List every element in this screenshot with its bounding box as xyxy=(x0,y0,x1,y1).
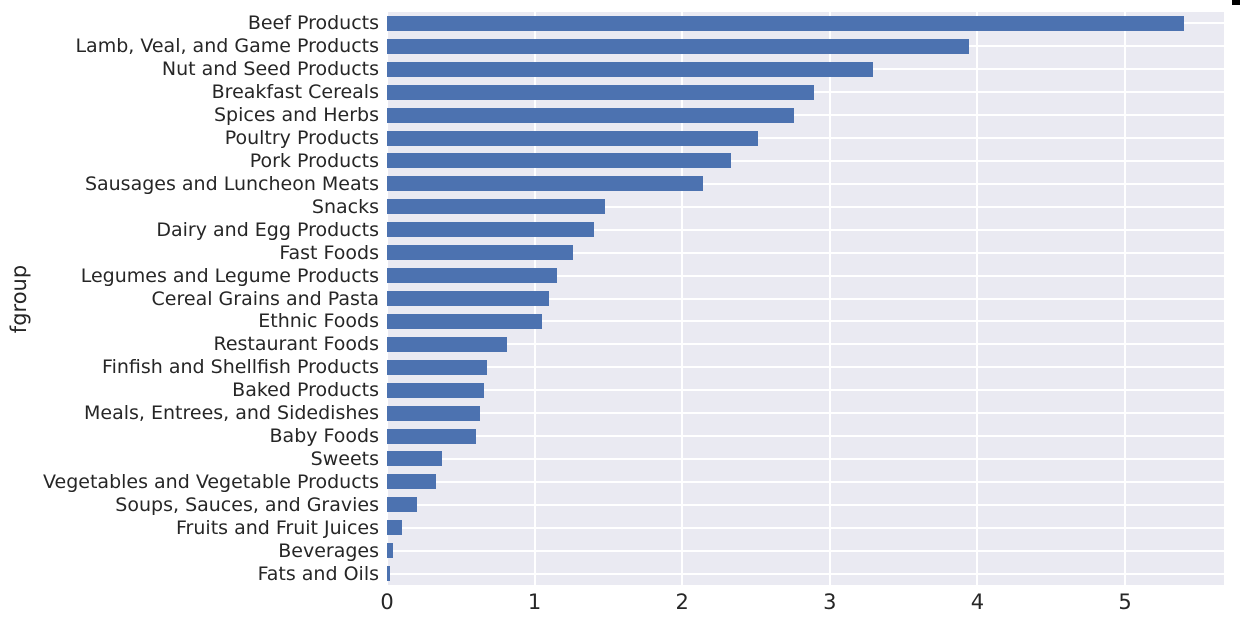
bar xyxy=(387,543,393,559)
x-tick-label: 2 xyxy=(675,590,689,614)
y-gridline xyxy=(387,320,1224,323)
category-label: Sausages and Luncheon Meats xyxy=(84,172,379,195)
category-label: Legumes and Legume Products xyxy=(80,264,379,287)
category-label: Fruits and Fruit Juices xyxy=(176,516,379,539)
bar xyxy=(387,130,758,146)
bar xyxy=(387,268,557,284)
y-gridline xyxy=(387,251,1224,254)
x-axis: 0 1 2 3 4 5 xyxy=(0,590,1240,620)
x-tick-label: 3 xyxy=(823,590,837,614)
y-gridline xyxy=(387,366,1224,369)
category-label: Beef Products xyxy=(247,12,379,35)
y-gridline xyxy=(387,297,1224,300)
y-gridline xyxy=(387,182,1224,185)
category-label: Fast Foods xyxy=(279,241,379,264)
x-tick-label: 4 xyxy=(970,590,985,614)
x-tick-label: 0 xyxy=(380,590,394,614)
category-label: Ethnic Foods xyxy=(258,310,379,333)
bar xyxy=(387,520,402,536)
bar xyxy=(387,291,550,306)
bar xyxy=(387,451,442,467)
category-label: Meals, Entrees, and Sidedishes xyxy=(84,402,379,425)
y-gridline xyxy=(387,412,1224,415)
y-gridline xyxy=(387,114,1224,117)
bar xyxy=(387,38,969,54)
bar xyxy=(387,176,703,192)
bar xyxy=(387,497,417,513)
y-gridline xyxy=(387,480,1224,483)
plot-area xyxy=(386,12,1224,585)
category-label: Beverages xyxy=(278,539,379,562)
y-gridline xyxy=(387,159,1224,162)
category-label: Fats and Oils xyxy=(257,562,379,585)
category-label: Sweets xyxy=(310,447,379,470)
bar xyxy=(387,313,542,329)
category-axis: Beef Products Lamb, Veal, and Game Produc… xyxy=(0,12,379,585)
bar xyxy=(387,153,731,169)
y-gridline xyxy=(387,435,1224,438)
category-label: Pork Products xyxy=(249,149,379,172)
bar xyxy=(387,382,485,398)
y-gridline xyxy=(387,274,1224,277)
x-gridline xyxy=(681,12,684,585)
category-label: Baby Foods xyxy=(269,425,379,448)
x-gridline xyxy=(828,12,831,585)
y-gridline xyxy=(387,228,1224,231)
bar xyxy=(387,336,507,352)
category-label: Snacks xyxy=(311,195,379,218)
category-label: Lamb, Veal, and Game Products xyxy=(75,35,379,58)
y-gridline xyxy=(387,503,1224,506)
cropped-text-artifact xyxy=(1232,0,1240,5)
bar xyxy=(387,84,814,100)
category-label: Dairy and Egg Products xyxy=(156,218,379,241)
category-label: Spices and Herbs xyxy=(213,104,379,127)
category-label: Restaurant Foods xyxy=(213,333,379,356)
bar xyxy=(387,405,480,421)
x-gridline xyxy=(976,12,979,585)
category-label: Soups, Sauces, and Gravies xyxy=(115,493,379,516)
category-label: Vegetables and Vegetable Products xyxy=(43,470,379,493)
category-label: Baked Products xyxy=(232,379,379,402)
y-gridline xyxy=(387,205,1224,208)
category-label: Cereal Grains and Pasta xyxy=(151,287,379,310)
category-label: Breakfast Cereals xyxy=(211,81,379,104)
bar xyxy=(387,199,606,215)
bar xyxy=(387,566,390,582)
y-gridline xyxy=(387,343,1224,346)
x-gridline xyxy=(1124,12,1127,585)
y-gridline xyxy=(387,389,1224,392)
y-gridline xyxy=(387,572,1224,575)
bar xyxy=(387,15,1185,31)
bar xyxy=(387,428,476,444)
x-tick-label: 1 xyxy=(527,590,542,614)
y-gridline xyxy=(387,137,1224,140)
y-gridline xyxy=(387,549,1224,552)
bar xyxy=(387,474,436,490)
bar xyxy=(387,245,573,261)
category-label: Poultry Products xyxy=(224,127,379,150)
bar xyxy=(387,222,594,238)
category-label: Finfish and Shellfish Products xyxy=(102,356,379,379)
category-label: Nut and Seed Products xyxy=(161,58,379,81)
y-gridline xyxy=(387,457,1224,460)
y-gridline xyxy=(387,526,1224,529)
x-tick-label: 5 xyxy=(1118,590,1132,614)
bar xyxy=(387,107,795,123)
bar xyxy=(387,359,488,375)
bar xyxy=(387,61,873,77)
